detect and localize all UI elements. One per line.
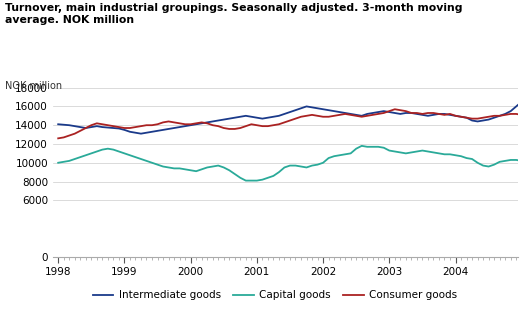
Consumer goods xyxy=(293,117,299,121)
Capital goods xyxy=(187,168,194,172)
Line: Consumer goods: Consumer goods xyxy=(58,109,529,138)
Capital goods xyxy=(342,152,348,156)
Line: Capital goods: Capital goods xyxy=(58,146,529,181)
Intermediate goods xyxy=(507,109,514,113)
Consumer goods xyxy=(187,122,194,126)
Consumer goods xyxy=(193,121,199,125)
Intermediate goods xyxy=(198,121,205,125)
Intermediate goods xyxy=(55,122,61,126)
Line: Intermediate goods: Intermediate goods xyxy=(58,90,529,134)
Capital goods xyxy=(243,179,249,182)
Consumer goods xyxy=(507,112,514,116)
Consumer goods xyxy=(55,136,61,140)
Capital goods xyxy=(193,169,199,173)
Capital goods xyxy=(55,161,61,165)
Consumer goods xyxy=(391,107,398,111)
Intermediate goods xyxy=(138,132,144,136)
Legend: Intermediate goods, Capital goods, Consumer goods: Intermediate goods, Capital goods, Consu… xyxy=(88,286,462,305)
Intermediate goods xyxy=(298,106,304,110)
Capital goods xyxy=(441,152,448,156)
Capital goods xyxy=(298,165,304,168)
Text: NOK million: NOK million xyxy=(5,81,62,91)
Intermediate goods xyxy=(66,123,72,127)
Consumer goods xyxy=(66,134,72,137)
Capital goods xyxy=(66,159,72,163)
Text: Turnover, main industrial groupings. Seasonally adjusted. 3-month moving
average: Turnover, main industrial groupings. Sea… xyxy=(5,3,463,25)
Intermediate goods xyxy=(342,111,348,115)
Capital goods xyxy=(359,144,365,148)
Intermediate goods xyxy=(193,122,199,126)
Consumer goods xyxy=(336,113,343,117)
